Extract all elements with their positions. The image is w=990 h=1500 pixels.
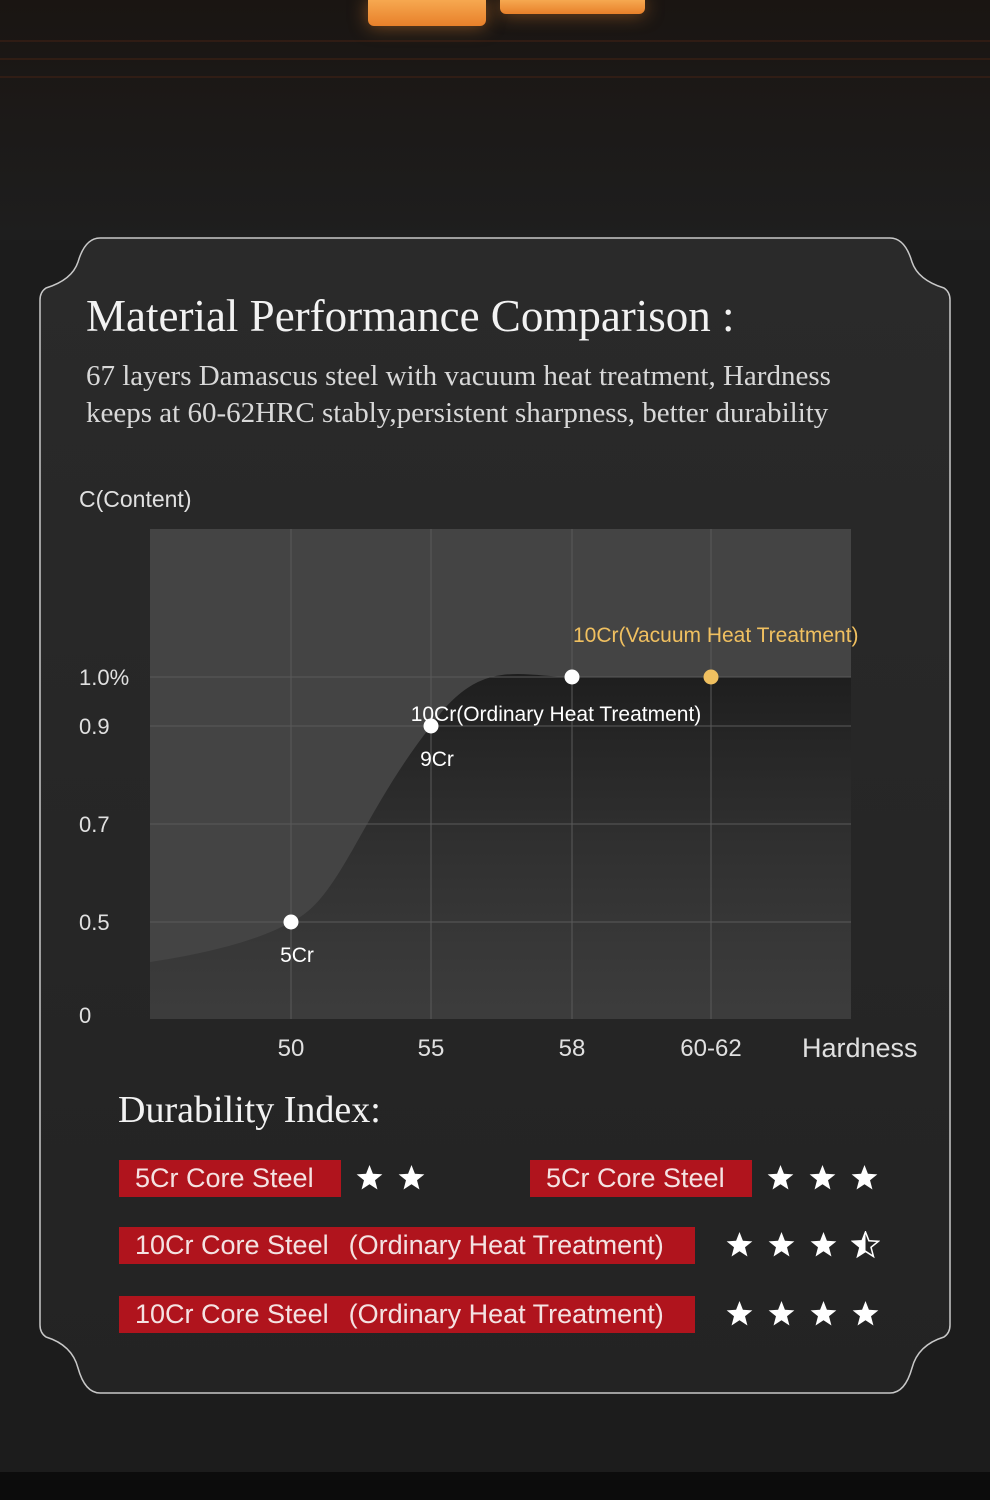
star-icon — [810, 1231, 837, 1257]
subtitle-line: 67 layers Damascus steel with vacuum hea… — [86, 360, 831, 392]
y-tick-label: 1.0% — [79, 665, 129, 690]
anvil-line — [0, 40, 990, 42]
durability-badge: 10Cr Core Steel (Ordinary Heat Treatment) — [119, 1227, 695, 1264]
x-tick-label: 58 — [559, 1035, 586, 1062]
star-icon — [767, 1164, 794, 1190]
star-icon — [768, 1300, 795, 1326]
badge-name: 5Cr Core Steel — [135, 1163, 314, 1193]
x-tick-label: 50 — [278, 1035, 305, 1062]
glowing-metal — [368, 0, 486, 26]
star-icon — [809, 1164, 836, 1190]
star-icon — [810, 1300, 837, 1326]
badge-name: 5Cr Core Steel — [546, 1163, 725, 1193]
anvil-line — [0, 76, 990, 78]
data-point-label: 9Cr — [420, 748, 454, 771]
star-rating — [725, 1296, 880, 1333]
y-tick-label: 0.7 — [79, 812, 110, 837]
subtitle-line: keeps at 60-62HRC stably,persistent shar… — [86, 397, 829, 429]
page-title: Material Performance Comparison : — [86, 291, 735, 341]
star-icon — [726, 1300, 753, 1326]
data-point — [703, 669, 719, 685]
data-area — [150, 674, 851, 1019]
data-point — [564, 669, 580, 685]
badge-detail: (Ordinary Heat Treatment) — [348, 1299, 664, 1329]
data-point-label: 10Cr(Ordinary Heat Treatment) — [411, 703, 702, 726]
anvil-line — [0, 58, 990, 60]
star-icon — [356, 1164, 383, 1190]
star-rating — [766, 1160, 879, 1197]
star-icon — [851, 1164, 878, 1190]
y-tick-label: 0.5 — [79, 910, 110, 935]
data-point-label: 10Cr(Vacuum Heat Treatment) — [573, 624, 859, 647]
data-point-label: 5Cr — [280, 944, 314, 967]
data-point — [423, 718, 439, 734]
x-axis-label: Hardness — [802, 1033, 918, 1063]
badge-name: 10Cr Core Steel — [135, 1299, 329, 1329]
page-subtitle: 67 layers Damascus steel with vacuum hea… — [86, 358, 926, 432]
badge-detail: (Ordinary Heat Treatment) — [348, 1230, 664, 1260]
forge-header-image — [0, 0, 990, 240]
durability-badge: 5Cr Core Steel — [119, 1160, 341, 1197]
y-tick-label: 0.9 — [79, 714, 110, 739]
durability-badge: 5Cr Core Steel — [530, 1160, 752, 1197]
badge-name: 10Cr Core Steel — [135, 1230, 329, 1260]
data-point — [283, 914, 299, 930]
durability-title: Durability Index: — [118, 1089, 381, 1131]
durability-badge: 10Cr Core Steel (Ordinary Heat Treatment) — [119, 1296, 695, 1333]
y-tick-label: 0 — [79, 1003, 91, 1028]
x-tick-label: 60-62 — [680, 1035, 741, 1062]
star-rating — [355, 1160, 426, 1197]
y-axis-label: C(Content) — [79, 486, 191, 512]
star-rating — [725, 1227, 880, 1264]
star-icon — [726, 1231, 753, 1257]
footer-band — [0, 1472, 990, 1500]
star-icon — [398, 1164, 425, 1190]
star-icon — [768, 1231, 795, 1257]
glowing-metal — [500, 0, 645, 14]
x-tick-label: 55 — [418, 1035, 445, 1062]
half-star-icon — [851, 1231, 880, 1259]
star-icon — [852, 1300, 879, 1326]
